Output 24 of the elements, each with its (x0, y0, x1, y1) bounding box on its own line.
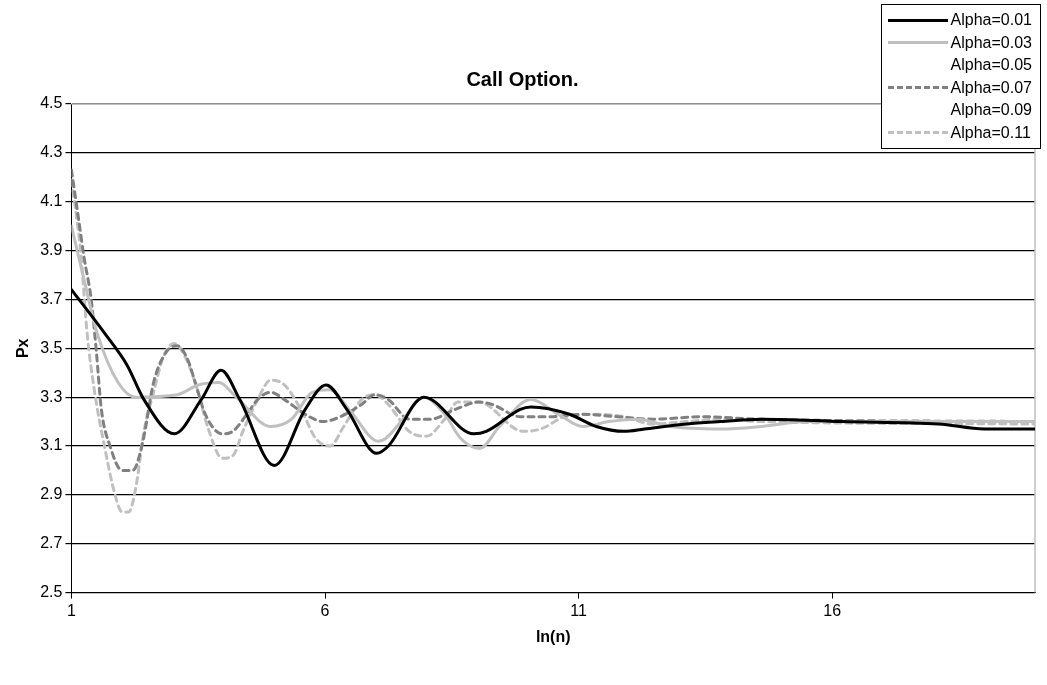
y-tick-label: 4.1 (40, 192, 63, 210)
x-axis-title: ln(n) (535, 627, 571, 645)
legend-label: Alpha=0.07 (950, 78, 1032, 97)
text: Alpha=0.05 (950, 56, 1032, 75)
y-tick-label: 3.7 (40, 289, 63, 307)
x-tick-label: 11 (570, 601, 587, 619)
y-tick-label: 4.5 (40, 94, 63, 112)
y-axis-title: Px (14, 338, 32, 359)
y-tick-label: 2.9 (40, 485, 63, 503)
y-tick-label: 3.1 (40, 436, 63, 454)
chart-title: Call Option. (466, 67, 579, 90)
legend-label: Alpha=0.11 (950, 123, 1031, 142)
text: Alpha=0.09 (950, 101, 1032, 120)
legend-label: Alpha=0.01 (950, 11, 1032, 30)
y-tick-label: 3.3 (40, 387, 63, 405)
y-tick-label: 4.3 (40, 143, 63, 161)
y-tick-label: 2.5 (40, 583, 63, 601)
x-tick-label: 6 (320, 601, 330, 619)
y-tick-label: 3.9 (40, 240, 63, 258)
y-tick-label: 3.5 (40, 338, 63, 356)
legend-label: Alpha=0.03 (950, 33, 1032, 52)
x-tick-label: 1 (66, 601, 76, 619)
x-tick-label: 16 (823, 601, 842, 619)
y-tick-label: 2.7 (40, 534, 63, 552)
